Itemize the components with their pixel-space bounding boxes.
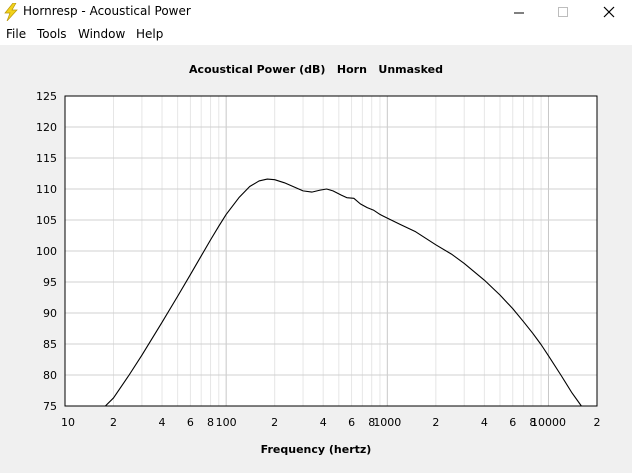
x-tick-label: 2 <box>432 416 439 429</box>
x-tick-label: 100 <box>216 416 237 429</box>
menu-bar: File Tools Window Help <box>0 24 632 45</box>
y-tick-label: 110 <box>36 183 57 196</box>
x-tick-label: 4 <box>159 416 166 429</box>
y-tick-label: 75 <box>43 400 57 413</box>
x-tick-label: 10 <box>61 416 75 429</box>
x-tick-label: 10000 <box>531 416 566 429</box>
y-tick-label: 90 <box>43 307 57 320</box>
maximize-button[interactable] <box>540 0 586 24</box>
x-tick-label: 8 <box>207 416 214 429</box>
x-tick-label: 6 <box>509 416 516 429</box>
x-tick-label: 2 <box>110 416 117 429</box>
y-tick-label: 80 <box>43 369 57 382</box>
window-title: Hornresp - Acoustical Power <box>23 4 191 18</box>
y-tick-label: 120 <box>36 121 57 134</box>
x-tick-label: 8 <box>529 416 536 429</box>
x-axis-label: Frequency (hertz) <box>260 443 372 456</box>
x-tick-label: 2 <box>271 416 278 429</box>
menu-tools[interactable]: Tools <box>37 27 67 41</box>
lightning-bolt-icon <box>4 3 18 21</box>
x-tick-label: 6 <box>187 416 194 429</box>
menu-window[interactable]: Window <box>78 27 126 41</box>
minimize-button[interactable] <box>496 0 542 24</box>
x-tick-label: 6 <box>348 416 355 429</box>
plot-border <box>64 95 598 407</box>
x-tick-label: 4 <box>320 416 327 429</box>
x-tick-label: 1000 <box>373 416 401 429</box>
y-tick-label: 100 <box>36 245 57 258</box>
x-tick-label: 2 <box>594 416 601 429</box>
y-tick-label: 125 <box>36 90 57 103</box>
maximize-icon <box>558 7 568 17</box>
y-tick-label: 95 <box>43 276 57 289</box>
y-tick-label: 85 <box>43 338 57 351</box>
title-bar: Hornresp - Acoustical Power <box>0 0 632 24</box>
close-icon <box>603 6 615 18</box>
close-button[interactable] <box>586 0 632 24</box>
minimize-icon <box>514 12 524 14</box>
series-line <box>104 178 582 407</box>
menu-file[interactable]: File <box>6 27 27 41</box>
y-tick-label: 105 <box>36 214 57 227</box>
y-tick-label: 115 <box>36 152 57 165</box>
x-tick-label: 4 <box>481 416 488 429</box>
x-tick-label: 8 <box>368 416 375 429</box>
chart-title: Acoustical Power (dB) Horn Unmasked <box>189 63 443 76</box>
menu-help[interactable]: Help <box>136 27 164 41</box>
